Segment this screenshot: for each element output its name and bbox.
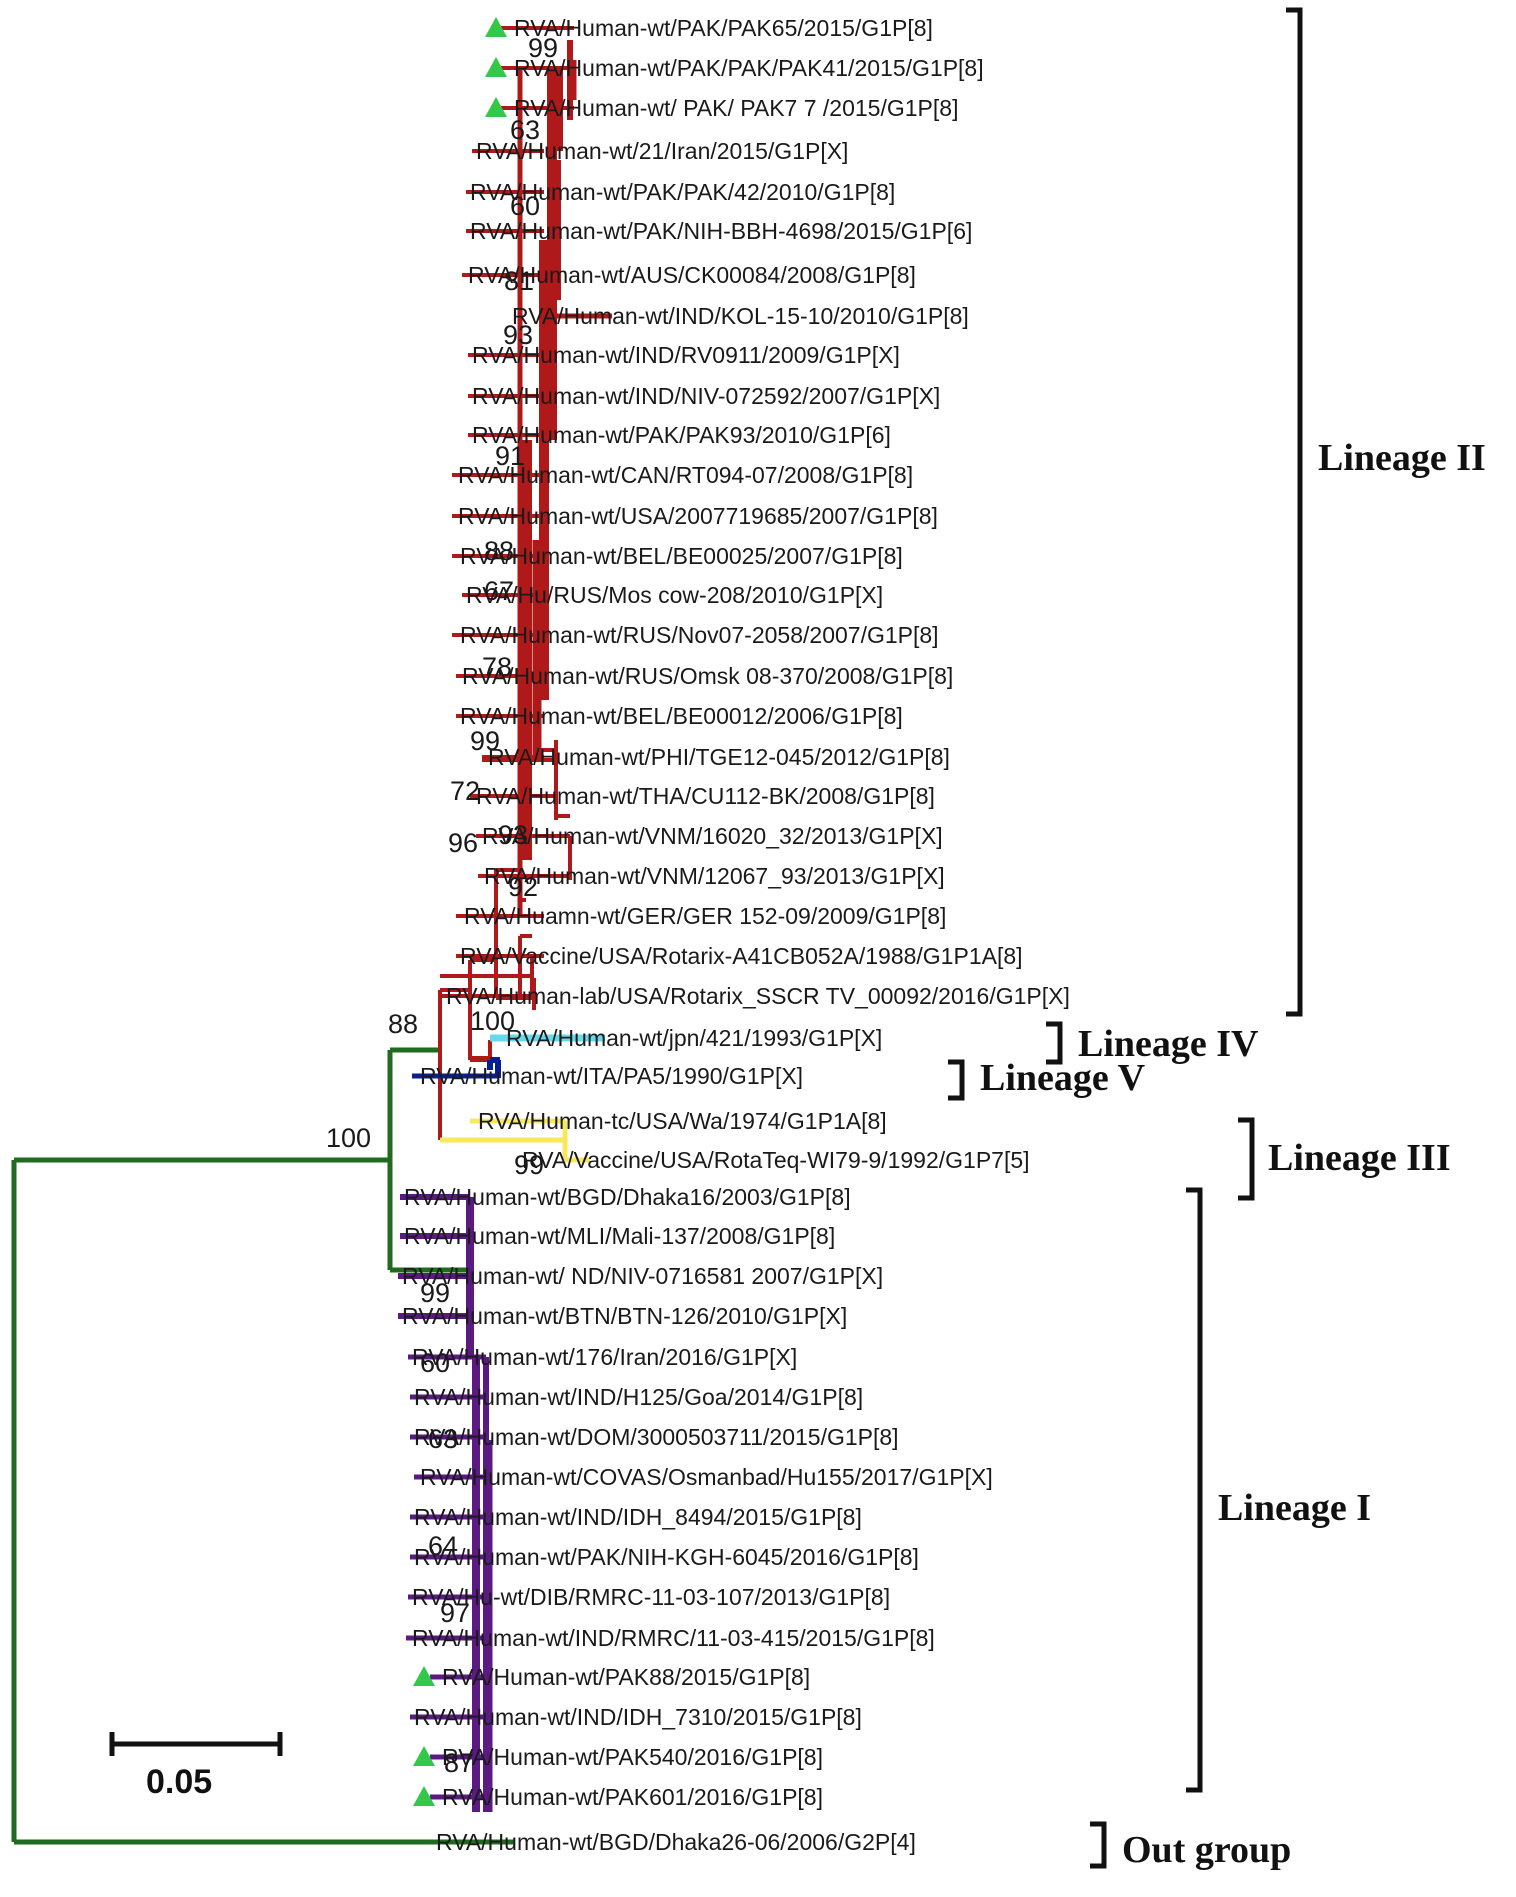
taxon-label: RVA/Human-wt/ITA/PA5/1990/G1P[X] (420, 1063, 803, 1089)
bootstrap-value: 78 (482, 652, 512, 682)
bootstrap-value: 100 (326, 1123, 371, 1153)
tree-branches (11, 26, 612, 1845)
taxon-label: RVA/Human-wt/21/Iran/2015/G1P[X] (476, 138, 848, 164)
taxon-label: RVA/Vaccine/USA/Rotarix-A41CB052A/1988/G… (460, 943, 1023, 969)
taxon-label: RVA/Human-wt/ PAK/ PAK7 7 /2015/G1P[8] (514, 95, 958, 121)
taxon-label: RVA/Human-wt/THA/CU112-BK/2008/G1P[8] (476, 783, 935, 809)
marker-triangle-icon (485, 97, 507, 117)
bootstrap-value: 99 (420, 1278, 450, 1308)
taxon-label: RVA/Human-wt/PAK88/2015/G1P[8] (442, 1664, 810, 1690)
taxon-label: RVA/Hu/RUS/Mos cow-208/2010/G1P[X] (466, 582, 883, 608)
taxon-label: RVA/Human-wt/MLI/Mali-137/2008/G1P[8] (404, 1223, 835, 1249)
taxon-label: RVA/Huamn-wt/GER/GER 152-09/2009/G1P[8] (464, 903, 946, 929)
bootstrap-value: 63 (428, 1424, 458, 1454)
bootstrap-value: 93 (503, 320, 533, 350)
marker-triangle-icon (413, 1666, 435, 1686)
taxon-label: RVA/Human-wt/PHI/TGE12-045/2012/G1P[8] (488, 744, 950, 770)
sample-markers (413, 17, 507, 1806)
taxon-label: RVA/Human-wt/ ND/NIV-0716581 2007/G1P[X] (402, 1263, 883, 1289)
bootstrap-value: 96 (448, 828, 478, 858)
taxon-label: RVA/Human-wt/176/Iran/2016/G1P[X] (412, 1344, 797, 1370)
lineage-bracket (1186, 1187, 1203, 1793)
taxon-label: RVA/Human-wt/PAK601/2016/G1P[8] (442, 1784, 823, 1810)
bootstrap-value: 99 (528, 33, 558, 63)
taxon-label: RVA/Human-tc/USA/Wa/1974/G1P1A[8] (478, 1108, 887, 1134)
taxon-label: RVA/Human-wt/PAK/NIH-BBH-4698/2015/G1P[6… (470, 218, 972, 244)
bootstrap-value: 87 (444, 1748, 474, 1778)
bootstrap-value: 60 (420, 1348, 450, 1378)
taxon-label: RVA/Human-wt/PAK540/2016/G1P[8] (442, 1744, 823, 1770)
taxon-label: RVA/Human-wt/IND/RV0911/2009/G1P[X] (472, 342, 900, 368)
taxon-label: RVA/Vaccine/USA/RotaTeq-WI79-9/1992/G1P7… (522, 1147, 1030, 1173)
taxon-label: RVA/Human-wt/IND/NIV-072592/2007/G1P[X] (472, 383, 940, 409)
taxon-label: RVA/Human-wt/BGD/Dhaka26-06/2006/G2P[4] (436, 1829, 916, 1855)
bootstrap-value: 72 (450, 776, 480, 806)
lineage-bracket (948, 1059, 965, 1101)
lineage-label: Lineage II (1318, 437, 1486, 479)
taxon-label: RVA/Human-wt/AUS/CK00084/2008/G1P[8] (468, 262, 916, 288)
taxon-label: RVA/Human-wt/USA/2007719685/2007/G1P[8] (458, 503, 938, 529)
scale-bar-label: 0.05 (146, 1763, 212, 1801)
bootstrap-value: 63 (510, 115, 540, 145)
taxon-labels: RVA/Human-wt/PAK/PAK65/2015/G1P[8] RVA/Hu… (402, 15, 1070, 1855)
bootstrap-value: 88 (388, 1009, 418, 1039)
taxon-label: RVA/Human-wt/BTN/BTN-126/2010/G1P[X] (402, 1303, 847, 1329)
taxon-label: RVA/Human-wt/IND/H125/Goa/2014/G1P[8] (414, 1384, 863, 1410)
marker-triangle-icon (485, 57, 507, 77)
taxon-label: RVA/Human-wt/CAN/RT094-07/2008/G1P[8] (458, 462, 913, 488)
taxon-label: RVA/Human-wt/BGD/Dhaka16/2003/G1P[8] (404, 1184, 851, 1210)
bootstrap-value: 67 (484, 576, 514, 606)
lineage-label: Out group (1122, 1829, 1291, 1871)
taxon-label: RVA/Human-wt/IND/IDH_7310/2015/G1P[8] (414, 1704, 862, 1730)
taxon-label: RVA/Human-wt/BEL/BE00012/2006/G1P[8] (460, 703, 903, 729)
lineage-bracket (1090, 1821, 1107, 1869)
taxon-label: RVA/Human-wt/DOM/3000503711/2015/G1P[8] (414, 1424, 899, 1450)
bootstrap-value: 88 (484, 536, 514, 566)
lineage-bracket (1046, 1021, 1063, 1065)
taxon-label: RVA/Human-wt/IND/RMRC/11-03-415/2015/G1P… (412, 1625, 935, 1651)
taxon-label: RVA/Human-wt/PAK/PAK65/2015/G1P[8] (514, 15, 933, 41)
bootstrap-value: 93 (498, 820, 528, 850)
lineage-label: Lineage IV (1078, 1023, 1259, 1065)
taxon-label: RVA/Human-lab/USA/Rotarix_SSCR TV_00092/… (446, 983, 1070, 1009)
lineage-bracket (1286, 7, 1303, 1017)
lineage-label: Lineage I (1218, 1487, 1371, 1529)
taxon-label: RVA/Human-wt/IND/KOL-15-10/2010/G1P[8] (512, 303, 969, 329)
taxon-label: RVA/Human-wt/VNM/16020_32/2013/G1P[X] (482, 823, 943, 849)
marker-triangle-icon (413, 1786, 435, 1806)
bootstrap-value: 91 (495, 441, 525, 471)
taxon-label: RVA/Human-wt/VNM/12067_93/2013/G1P[X] (484, 863, 945, 889)
taxon-label: RVA/Human-wt/IND/IDH_8494/2015/G1P[8] (414, 1504, 862, 1530)
taxon-label: RVA/Human-wt/RUS/Omsk 08-370/2008/G1P[8] (462, 663, 953, 689)
scale-bar: 0.05 (109, 1732, 283, 1801)
lineage-label: Lineage V (980, 1057, 1146, 1099)
taxon-label: RVA/Human-wt/jpn/421/1993/G1P[X] (506, 1025, 882, 1051)
bootstrap-value: 99 (514, 1150, 544, 1180)
taxon-label: RVA/Human-wt/PAK/PAK/PAK41/2015/G1P[8] (514, 55, 984, 81)
bootstrap-value: 92 (508, 872, 538, 902)
bootstrap-values: 99 63 60 81 93 91 88 67 78 99 72 96 93 92 100 88 100 99 99… (326, 33, 558, 1778)
bootstrap-value: 60 (510, 191, 540, 221)
taxon-label: RVA/Hu-wt/DIB/RMRC-11-03-107/2013/G1P[8] (412, 1584, 890, 1610)
marker-triangle-icon (485, 17, 507, 37)
taxon-label: RVA/Human-wt/PAK/NIH-KGH-6045/2016/G1P[8… (414, 1544, 919, 1570)
bootstrap-value: 81 (504, 266, 534, 296)
lineage-bracket (1238, 1117, 1255, 1201)
bootstrap-value: 64 (428, 1531, 458, 1561)
marker-triangle-icon (413, 1746, 435, 1766)
taxon-label: RVA/Human-wt/BEL/BE00025/2007/G1P[8] (460, 543, 903, 569)
bootstrap-value: 100 (470, 1006, 515, 1036)
taxon-label: RVA/Human-wt/COVAS/Osmanbad/Hu155/2017/G… (420, 1464, 993, 1490)
bootstrap-value: 99 (470, 726, 500, 756)
lineage-label: Lineage III (1268, 1137, 1451, 1179)
bootstrap-value: 97 (440, 1598, 470, 1628)
taxon-label: RVA/Human-wt/PAK/PAK93/2010/G1P[6] (472, 422, 891, 448)
taxon-label: RVA/Human-wt/RUS/Nov07-2058/2007/G1P[8] (460, 622, 939, 648)
taxon-label: RVA/Human-wt/PAK/PAK/42/2010/G1P[8] (470, 179, 895, 205)
